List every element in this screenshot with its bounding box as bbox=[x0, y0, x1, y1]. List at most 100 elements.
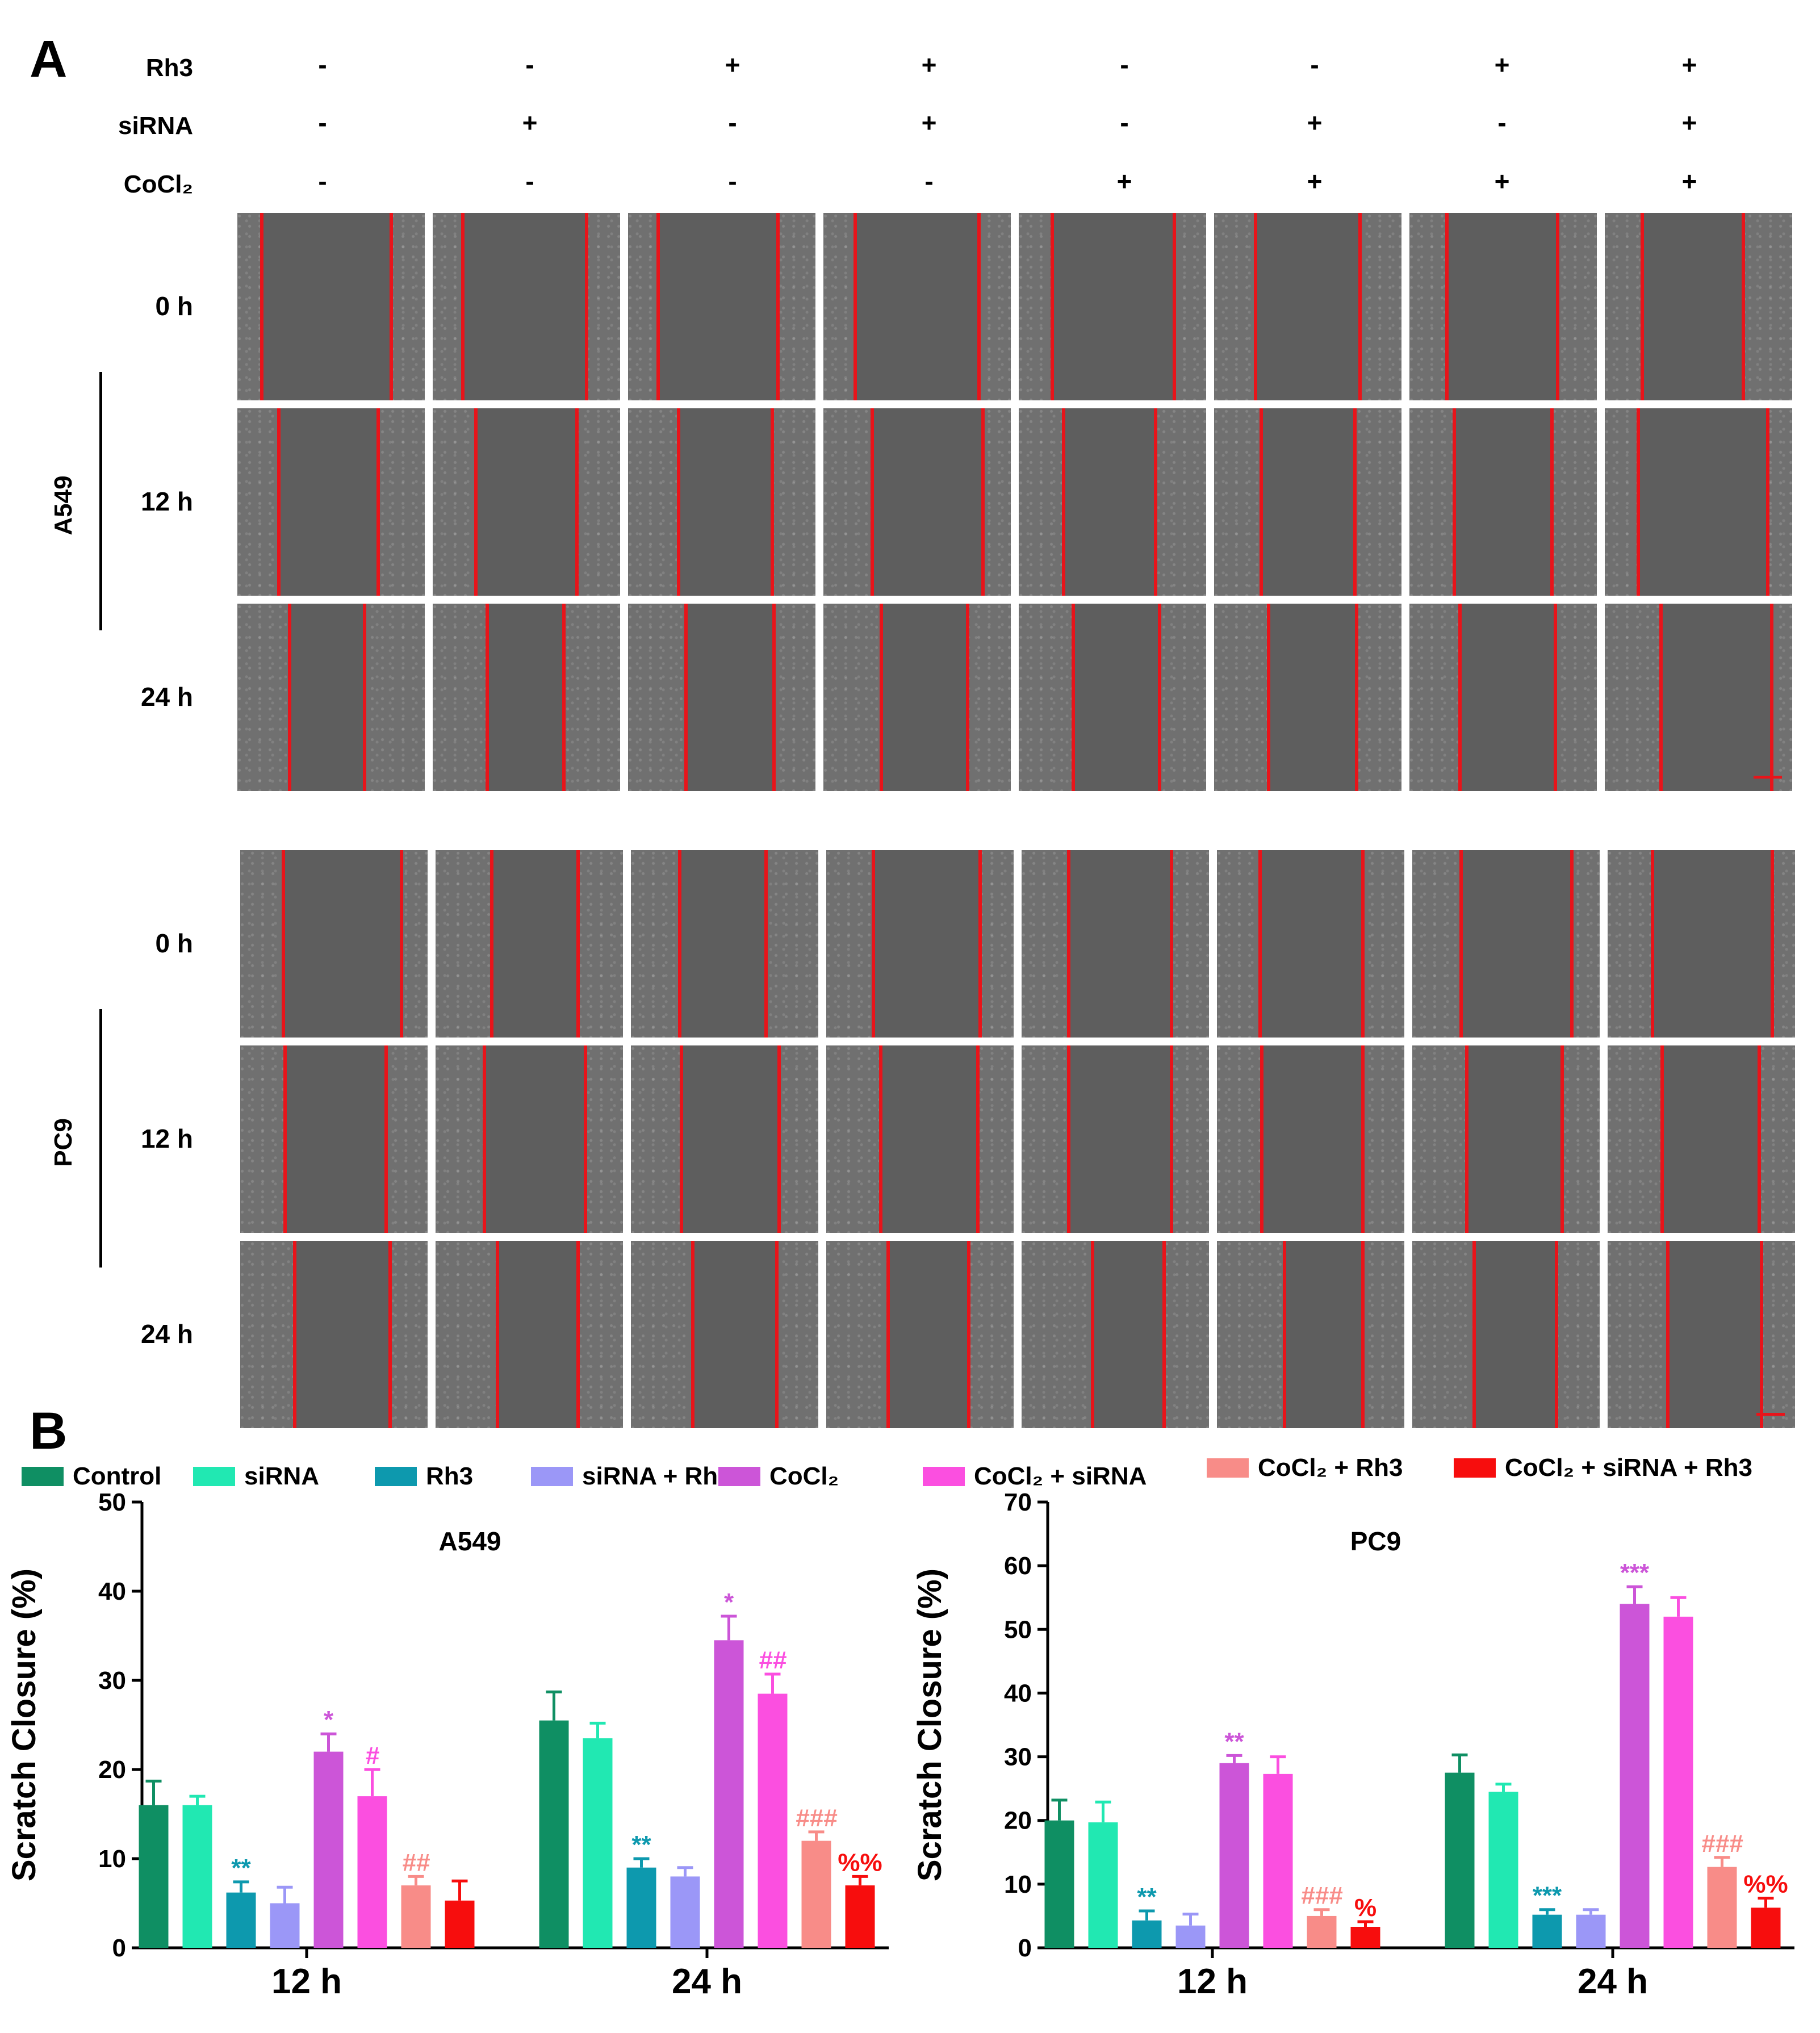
wound-edge-line bbox=[260, 213, 263, 400]
time-label: 0 h bbox=[155, 291, 193, 321]
wound-micrograph bbox=[436, 1045, 623, 1233]
wound-gap bbox=[1068, 1045, 1172, 1233]
wound-gap bbox=[487, 604, 564, 791]
significance-label: % bbox=[1354, 1894, 1376, 1922]
wound-gap bbox=[1652, 850, 1773, 1038]
wound-edge-line bbox=[1453, 408, 1457, 596]
bar bbox=[758, 1693, 788, 1948]
condition-sign: - bbox=[318, 166, 327, 196]
wound-edge-line bbox=[482, 1045, 486, 1233]
wound-gap bbox=[1460, 604, 1556, 791]
wound-gap bbox=[1638, 408, 1768, 596]
wound-edge-line bbox=[1560, 1045, 1564, 1233]
condition-sign: + bbox=[1307, 108, 1323, 137]
wound-edge-line bbox=[764, 850, 768, 1038]
condition-sign: - bbox=[525, 166, 534, 196]
legend-swatch bbox=[22, 1467, 64, 1486]
wound-micrograph bbox=[1605, 408, 1792, 596]
wound-gap bbox=[1466, 1045, 1562, 1233]
wound-micrograph bbox=[631, 850, 818, 1038]
wound-micrograph bbox=[240, 1045, 428, 1233]
wound-edge-line bbox=[576, 850, 580, 1038]
condition-sign: + bbox=[522, 108, 538, 137]
bar bbox=[1350, 1926, 1380, 1948]
wound-edge-line bbox=[1445, 213, 1449, 400]
significance-label: %% bbox=[1743, 1871, 1788, 1898]
wound-edge-line bbox=[1260, 1045, 1264, 1233]
y-tick-label: 30 bbox=[98, 1667, 126, 1695]
wound-edge-line bbox=[1361, 1241, 1365, 1428]
significance-label: %% bbox=[838, 1848, 882, 1876]
legend-label: CoCl₂ + siRNA bbox=[974, 1462, 1147, 1490]
wound-gap bbox=[285, 1045, 387, 1233]
wound-edge-line bbox=[677, 850, 681, 1038]
bar bbox=[845, 1885, 875, 1948]
wound-edge-line bbox=[562, 604, 566, 791]
bar bbox=[1620, 1604, 1650, 1948]
wound-edge-line bbox=[584, 213, 588, 400]
significance-label: ** bbox=[631, 1831, 651, 1859]
wound-edge-line bbox=[288, 604, 292, 791]
wound-edge-line bbox=[878, 1045, 882, 1233]
wound-edge-line bbox=[976, 1045, 980, 1233]
bar bbox=[1132, 1920, 1162, 1948]
bar bbox=[1175, 1925, 1206, 1948]
wound-gap bbox=[1454, 408, 1552, 596]
x-tick-label: 24 h bbox=[1578, 1962, 1648, 2001]
wound-edge-line bbox=[283, 1045, 287, 1233]
time-label: 12 h bbox=[140, 487, 193, 516]
wound-gap bbox=[1073, 604, 1160, 791]
wound-edge-line bbox=[1071, 604, 1075, 791]
wound-edge-line bbox=[376, 408, 380, 596]
wound-edge-line bbox=[1157, 604, 1161, 791]
wound-micrograph bbox=[1217, 1241, 1404, 1428]
wound-gap bbox=[290, 604, 365, 791]
scale-bar bbox=[1756, 1413, 1785, 1416]
wound-edge-line bbox=[1051, 213, 1055, 400]
wound-gap bbox=[872, 408, 983, 596]
time-label: 12 h bbox=[140, 1124, 193, 1153]
legend-label: Control bbox=[73, 1462, 162, 1490]
wound-edge-line bbox=[1253, 213, 1257, 400]
wound-gap bbox=[1064, 408, 1156, 596]
wound-edge-line bbox=[1570, 850, 1574, 1038]
wound-edge-line bbox=[1162, 1241, 1166, 1428]
y-tick-label: 70 bbox=[1004, 1488, 1032, 1516]
wound-edge-line bbox=[1550, 408, 1554, 596]
y-axis-label: Scratch Closure (%) bbox=[6, 1568, 43, 1881]
panel-a-letter: A bbox=[30, 30, 68, 88]
wound-gap bbox=[1661, 604, 1772, 791]
condition-sign: + bbox=[725, 50, 740, 80]
cell-line-bracket bbox=[99, 1009, 102, 1268]
wound-micrograph bbox=[1019, 604, 1206, 791]
wound-micrograph bbox=[1409, 408, 1597, 596]
wound-edge-line bbox=[384, 1045, 388, 1233]
wound-edge-line bbox=[1769, 604, 1773, 791]
wound-edge-line bbox=[1758, 1045, 1762, 1233]
wound-micrograph bbox=[1412, 1241, 1600, 1428]
legend-item: Rh3 bbox=[375, 1462, 473, 1491]
wound-micrograph bbox=[823, 213, 1011, 400]
wound-micrograph bbox=[826, 1045, 1014, 1233]
wound-micrograph bbox=[1608, 1241, 1795, 1428]
wound-micrograph bbox=[433, 213, 620, 400]
wound-edge-line bbox=[1259, 408, 1263, 596]
wound-edge-line bbox=[1651, 850, 1655, 1038]
wound-micrograph bbox=[1214, 213, 1401, 400]
wound-gap bbox=[1461, 850, 1572, 1038]
wound-edge-line bbox=[691, 1241, 694, 1428]
wound-edge-line bbox=[1742, 213, 1746, 400]
legend-swatch bbox=[531, 1467, 573, 1486]
condition-sign: - bbox=[1120, 108, 1129, 137]
wound-gap bbox=[881, 604, 968, 791]
wound-micrograph bbox=[826, 850, 1014, 1038]
wound-edge-line bbox=[1066, 1045, 1070, 1233]
wound-edge-line bbox=[966, 604, 970, 791]
wound-micrograph bbox=[823, 604, 1011, 791]
y-tick-label: 0 bbox=[1018, 1934, 1032, 1962]
bar bbox=[1663, 1616, 1693, 1948]
wound-edge-line bbox=[684, 604, 688, 791]
condition-sign: - bbox=[318, 50, 327, 80]
wound-micrograph bbox=[1409, 604, 1597, 791]
wound-edge-line bbox=[775, 1241, 779, 1428]
